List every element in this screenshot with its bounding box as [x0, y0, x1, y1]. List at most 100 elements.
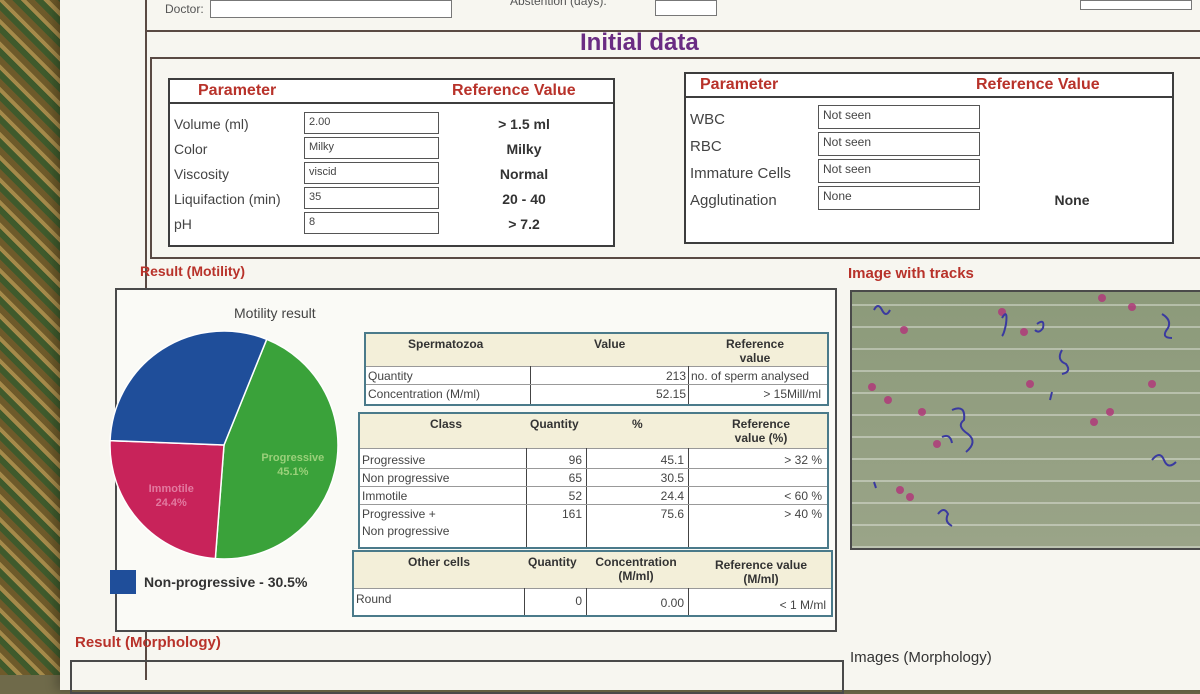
left-row-value-field[interactable]: viscid	[304, 162, 439, 184]
class-vline-3	[688, 448, 689, 547]
right-row-value-field[interactable]: Not seen	[818, 105, 980, 129]
left-col-parameter: Parameter	[198, 82, 277, 99]
left-row-reference: 20 - 40	[502, 191, 546, 207]
extra-field[interactable]	[1080, 0, 1192, 10]
left-row-value-field[interactable]: 8	[304, 212, 439, 234]
other-row-round-ref: < 1 M/ml	[779, 598, 826, 612]
right-row-value-field[interactable]: None	[818, 186, 980, 210]
left-row-label: Volume (ml)	[174, 116, 249, 132]
class-row-label: Non progressive	[362, 471, 450, 485]
other-row-round-conc: 0.00	[660, 596, 684, 610]
left-row-label: pH	[174, 216, 192, 232]
spermatozoa-header: Spermatozoa Value Reference value	[366, 334, 827, 367]
right-row-value-field[interactable]: Not seen	[818, 159, 980, 183]
left-row-value-field[interactable]: 35	[304, 187, 439, 209]
class-row-label: Progressive	[362, 453, 426, 467]
other-cells-table: Other cells Quantity Concentration (M/ml…	[352, 550, 833, 617]
sperm-row-quantity-label: Quantity	[368, 369, 413, 383]
morphology-panel	[70, 660, 844, 694]
right-col-parameter: Parameter	[700, 76, 779, 93]
class-col-quantity: Quantity	[530, 417, 579, 431]
left-table-header: Parameter Reference Value	[170, 80, 613, 104]
spermatozoa-table: Spermatozoa Value Reference value Quanti…	[364, 332, 829, 406]
chart-title: Motility result	[234, 305, 316, 321]
pie-label-progressive: Progressive 45.1%	[261, 452, 324, 478]
sperm-row-concentration-label: Concentration (M/ml)	[368, 387, 481, 401]
other-col-concentration: Concentration (M/ml)	[595, 555, 677, 583]
class-row-reference: > 32 %	[784, 453, 822, 467]
other-vline-2	[586, 588, 587, 615]
class-row-divider	[360, 504, 827, 505]
right-table-header: Parameter Reference Value	[686, 74, 1172, 98]
class-row-percent: 75.6	[660, 507, 684, 521]
right-row-label: Agglutination	[690, 192, 777, 209]
pie-slice-progressive	[214, 338, 339, 560]
class-col-ref: Reference value (%)	[731, 417, 791, 445]
doctor-label: Doctor:	[165, 2, 204, 16]
pie-slice-non-progressive	[109, 330, 268, 446]
doctor-field[interactable]	[209, 0, 452, 18]
class-row-quantity: 96	[568, 453, 582, 467]
sperm-col-value: Value	[594, 337, 626, 351]
class-row-label: Immotile	[362, 489, 408, 503]
tracks-overlay	[868, 294, 1177, 527]
other-row-round-label: Round	[356, 592, 392, 606]
other-col-ref: Reference value (M/ml)	[714, 558, 808, 586]
right-row-label: Immature Cells	[690, 165, 791, 182]
motility-pie-chart: Progressive 45.1% Immotile 24.4%	[109, 330, 339, 560]
class-row-label: Progressive +	[362, 507, 436, 521]
other-col-cells: Other cells	[408, 555, 471, 569]
initial-data-section	[150, 57, 1200, 259]
tracks-title: Image with tracks	[848, 265, 974, 282]
sperm-row-quantity-ref: no. of sperm analysed	[691, 369, 810, 383]
class-row-reference: > 40 %	[784, 507, 822, 521]
left-row-reference: Milky	[506, 141, 542, 157]
other-vline-1	[524, 588, 525, 615]
legend-label: Non-progressive - 30.5%	[144, 574, 308, 590]
other-row-round-qty: 0	[575, 594, 582, 608]
right-row-label: WBC	[690, 111, 725, 128]
left-row-reference: > 7.2	[508, 216, 540, 232]
class-row-quantity: 161	[561, 507, 582, 521]
class-header: Class Quantity % Reference value (%)	[360, 414, 827, 449]
class-col-percent: %	[632, 417, 643, 431]
abstention-field[interactable]	[655, 0, 717, 16]
sperm-tracks-image	[850, 290, 1200, 550]
morphology-section-title: Result (Morphology)	[75, 634, 221, 651]
abstention-label: Abstention (days):	[510, 0, 607, 8]
class-row-percent: 24.4	[660, 489, 684, 503]
sperm-col-ref: Reference value	[725, 337, 785, 365]
left-row-label: Color	[174, 141, 208, 157]
class-col-class: Class	[430, 417, 463, 431]
header-divider	[145, 30, 1200, 32]
class-row-divider	[360, 468, 827, 469]
page-title: Initial data	[580, 29, 699, 56]
class-vline-2	[586, 448, 587, 547]
left-col-reference: Reference Value	[452, 82, 576, 99]
sperm-row-quantity-value: 213	[665, 369, 686, 383]
right-col-reference: Reference Value	[976, 76, 1100, 93]
other-cells-header: Other cells Quantity Concentration (M/ml…	[354, 552, 831, 589]
class-vline-1	[526, 448, 527, 547]
left-row-label: Viscosity	[174, 166, 229, 182]
left-row-label: Liquifaction (min)	[174, 191, 281, 207]
right-row-label: RBC	[690, 138, 722, 155]
class-row-label-line2: Non progressive	[362, 524, 450, 538]
right-row-value-field[interactable]: Not seen	[818, 132, 980, 156]
class-row-percent: 45.1	[660, 453, 684, 467]
right-parameter-table: Parameter Reference Value	[684, 72, 1174, 244]
right-row-reference: None	[1054, 192, 1090, 208]
sperm-row-divider	[366, 384, 827, 385]
class-row-quantity: 52	[568, 489, 582, 503]
left-row-value-field[interactable]: Milky	[304, 137, 439, 159]
motility-section-title: Result (Motility)	[140, 263, 245, 279]
class-row-quantity: 65	[568, 471, 582, 485]
left-row-value-field[interactable]: 2.00	[304, 112, 439, 134]
class-row-divider	[360, 486, 827, 487]
sperm-col-name: Spermatozoa	[408, 337, 484, 351]
sperm-vline-1	[530, 366, 531, 404]
class-row-reference: < 60 %	[784, 489, 822, 503]
sperm-vline-2	[688, 366, 689, 404]
left-row-reference: Normal	[499, 166, 549, 182]
left-row-reference: > 1.5 ml	[498, 116, 550, 132]
